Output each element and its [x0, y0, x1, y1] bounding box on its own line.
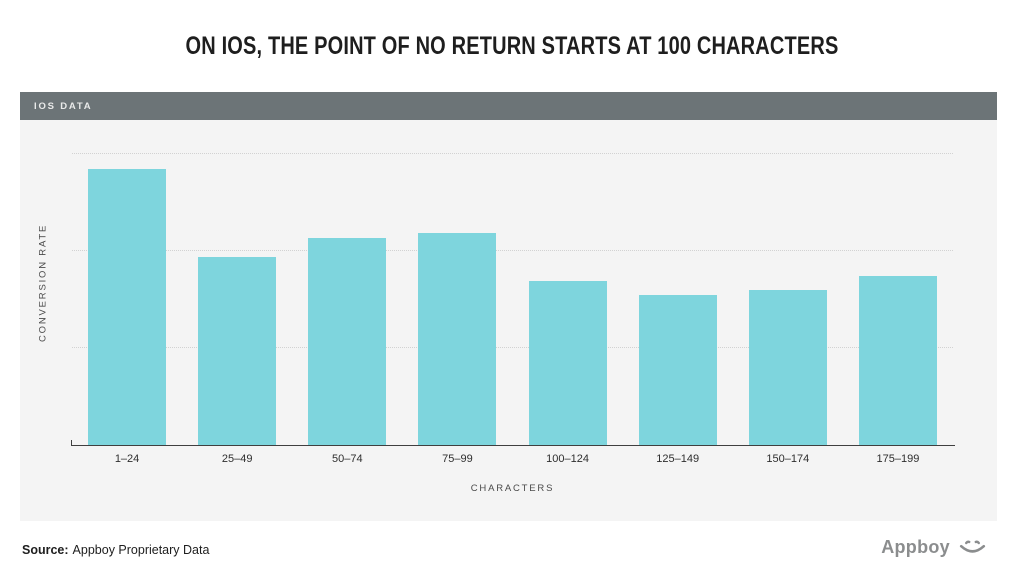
appboy-wordmark: Appboy — [881, 537, 950, 557]
x-tick-label: 1–24 — [114, 453, 140, 465]
chart-panel: IOS DATA CONVERSION RATE 1–24 25–49 50–74 7… — [20, 92, 997, 521]
panel-header-band: IOS DATA — [20, 92, 997, 120]
x-axis-line — [72, 445, 955, 446]
bar-slot — [292, 120, 402, 445]
bar-slot — [623, 120, 733, 445]
bar-series — [72, 120, 953, 445]
gridline — [72, 249, 953, 251]
bar — [198, 256, 277, 445]
bar — [638, 294, 717, 445]
bar — [418, 232, 497, 445]
bar — [748, 289, 827, 445]
bar — [88, 168, 167, 445]
bar-slot — [182, 120, 292, 445]
bar-slot — [843, 120, 953, 445]
x-tick-label: 75–99 — [442, 453, 473, 465]
bar — [528, 281, 607, 445]
bar-slot — [72, 120, 182, 445]
source-note: Source: Appboy Proprietary Data — [22, 543, 209, 557]
bar-slot — [733, 120, 843, 445]
x-axis-tick-labels: 1–24 25–49 50–74 75–99 100–124 125–149 150–174… — [72, 453, 953, 465]
y-axis-label: CONVERSION RATE — [37, 223, 49, 342]
gridline — [72, 347, 953, 348]
appboy-logo: Appboy — [881, 537, 986, 558]
x-axis-origin-tick — [71, 440, 72, 446]
gridline — [72, 152, 953, 154]
x-tick-label: 150–174 — [766, 453, 810, 465]
x-tick-label: 100–124 — [546, 453, 589, 465]
plot-area — [71, 120, 955, 446]
source-text: Appboy Proprietary Data — [72, 543, 210, 557]
smiley-icon — [959, 540, 986, 553]
x-axis-label: CHARACTERS — [470, 483, 555, 494]
bar — [858, 276, 937, 445]
bar-slot — [402, 120, 512, 445]
source-prefix: Source: — [22, 543, 69, 557]
bar-slot — [513, 120, 623, 445]
x-tick-label: 25–49 — [221, 453, 253, 465]
bar — [308, 238, 387, 445]
chart-title: ON IOS, THE POINT OF NO RETURN STARTS AT… — [185, 32, 839, 60]
x-tick-label: 50–74 — [332, 453, 363, 465]
x-tick-label: 125–149 — [656, 453, 700, 465]
x-tick-label: 175–199 — [876, 453, 920, 465]
panel-header-label: IOS DATA — [34, 100, 93, 112]
